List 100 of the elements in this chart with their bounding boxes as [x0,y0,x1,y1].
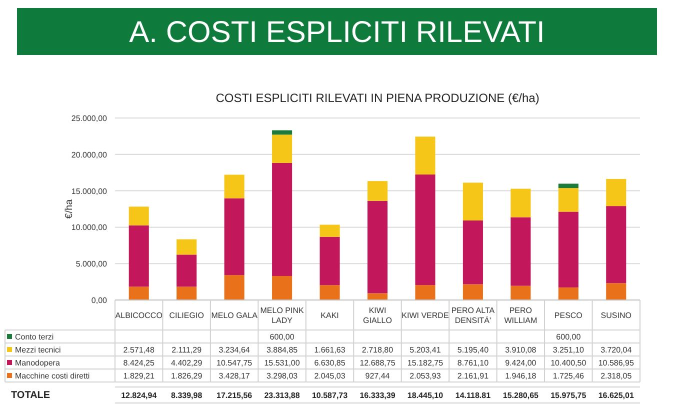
bar [462,284,483,300]
bar [462,182,483,220]
text: 17.215,56 [216,391,253,400]
bar [128,206,149,226]
bar [224,275,244,300]
x-tick-label: KIWI VERDE [402,311,449,320]
text: 10.587,73 [312,391,348,400]
text: TOTALE [11,390,50,401]
bar [272,130,292,135]
chart-title: A. COSTI ESPLICITI RILEVATI [129,16,545,49]
data-label: 2.571,48 [123,346,155,354]
bar [415,136,436,175]
data-label: 927,44 [365,372,390,380]
data-label: 2.111,29 [172,346,202,354]
bar [606,206,626,284]
x-tick-label: ALBICOCCO [115,311,162,320]
legend-label: Manodopera [15,358,60,368]
bar [415,174,436,286]
y-tick-label: 25.000,00 [71,114,108,123]
bar [224,198,244,276]
text: 16.333,39 [360,391,396,400]
data-label: 9.424,00 [505,358,537,368]
bar [367,293,388,300]
bar [510,217,531,286]
data-label: 10.400,50 [550,358,587,368]
y-tick-label: 15.000,00 [71,186,108,196]
y-tick-label: 5.000,00 [76,260,108,269]
data-label: 1.725,46 [552,372,585,380]
data-label: 8.761,10 [457,358,490,368]
data-label: 8.424,25 [123,358,155,368]
x-tick-label: KAKI [320,311,339,320]
data-label: 3.910,08 [505,346,537,354]
text: 23.313,88 [264,391,300,400]
bar [176,254,197,287]
data-label: 15.531,00 [264,358,300,368]
data-label: 6.630,85 [314,358,346,368]
bar [224,174,244,198]
bar [510,188,531,218]
bar [558,188,578,212]
bar [272,134,292,163]
legend-label: Mezzi tecnici [15,346,62,354]
text: 15.975,75 [550,391,587,400]
data-label: 3.298,03 [266,372,298,380]
x-tick-label: SUSINO [600,311,632,320]
bar [367,181,388,201]
data-label: 2.045,03 [314,372,346,380]
x-tick-label: KIWI GIALLO [363,306,392,325]
data-label: 3.428,17 [218,372,250,380]
data-label: 3.720,04 [600,346,632,354]
text: 18.445,10 [407,391,444,400]
bar [606,178,626,206]
bar [128,225,149,287]
data-label: 1.826,29 [171,372,203,380]
x-tick-label: PESCO [554,311,582,320]
data-label: 3.251,10 [552,346,585,354]
bar [320,224,340,237]
y-axis-title: €/ha [64,198,75,219]
bar [272,162,292,276]
data-label: 1.946,18 [505,372,537,380]
text: 12.824,94 [121,391,158,400]
bar [320,236,340,286]
data-label: 10.547,75 [216,358,253,368]
bar [415,285,436,300]
text: 8.339,98 [171,391,203,400]
data-label: 3.234,64 [218,346,250,354]
data-label: 1.829,21 [123,372,155,380]
bar [558,184,578,188]
bar [176,239,197,255]
y-tick-label: 20.000,00 [71,150,108,160]
text: 16.625,01 [598,391,634,400]
bar [558,287,578,300]
x-tick-label: PERO ALTA DENSITÁ' [451,306,496,325]
data-label: 2.718,80 [362,346,394,354]
bar [462,220,483,284]
data-label: 2.053,93 [410,372,442,380]
y-tick-label: 10.000,00 [71,223,108,232]
bar [176,286,197,300]
bar [510,286,531,300]
data-label: 5.195,40 [457,346,490,354]
data-label: 10.586,95 [598,358,634,368]
data-label: 15.182,75 [407,358,444,368]
legend-label: Conto terzi [15,332,54,342]
data-label: 1.661,63 [314,346,346,354]
bar [272,276,292,300]
bar [558,212,578,288]
data-label: 12.688,75 [360,358,396,368]
bar [128,286,149,300]
data-label: 600,00 [556,332,582,342]
text: 14.118.81 [455,391,492,400]
bar [320,285,340,300]
text: 15.280,65 [502,391,540,400]
bar [606,283,626,300]
y-tick-label: 0,00 [91,296,108,305]
x-tick-label: MELO GALA [211,311,258,320]
x-tick-label: CILIEGIO [169,311,204,320]
data-label: 600,00 [270,332,295,342]
data-label: 2.161,91 [457,372,490,380]
data-label: 4.402,29 [171,358,203,368]
data-label: 5.203,41 [410,346,442,354]
data-label: 2.318,05 [600,372,632,380]
